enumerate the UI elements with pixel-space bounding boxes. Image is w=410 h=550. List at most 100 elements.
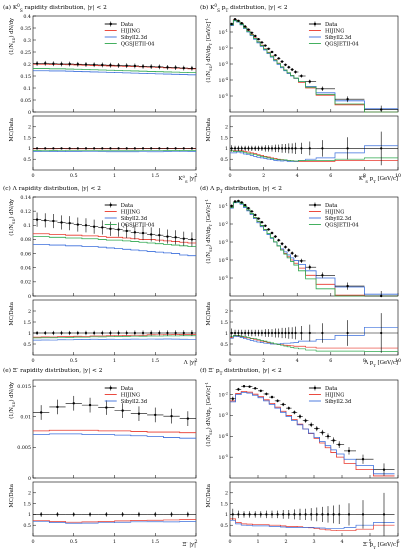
data-point xyxy=(237,388,240,391)
data-point xyxy=(308,266,311,269)
ratio-point xyxy=(300,331,303,335)
x-axis-label: Ξ- |y| xyxy=(182,540,196,549)
data-point xyxy=(76,63,80,66)
ratio-point xyxy=(321,147,324,150)
ratio-point xyxy=(321,513,324,516)
ratio-point xyxy=(291,147,294,150)
data-point xyxy=(52,62,55,65)
ratio-point xyxy=(242,513,246,516)
ratio-point xyxy=(121,513,124,516)
legend-label: HIJING xyxy=(121,28,140,34)
data-point xyxy=(243,25,247,28)
data-point xyxy=(109,227,112,231)
ratio-point xyxy=(158,147,161,150)
ratio-point xyxy=(35,331,39,335)
series-line xyxy=(230,391,395,477)
x-tick-label: 2 xyxy=(284,539,287,545)
y-axis-label: (1/NSD) dN/dy xyxy=(8,18,16,55)
y-tick-label: 10-4 xyxy=(219,77,229,84)
ratio-axis-label: MC/Data xyxy=(9,484,15,507)
data-point xyxy=(346,284,349,288)
data-point xyxy=(380,108,383,111)
ratio-point xyxy=(254,513,257,516)
legend-label: HIJING xyxy=(325,392,344,398)
x-tick-label: 3 xyxy=(312,539,315,545)
y-tick-label: 0.1 xyxy=(23,86,31,92)
data-point xyxy=(84,63,88,66)
x-tick-label: 8 xyxy=(363,358,366,364)
x-tick-label: 4 xyxy=(296,173,299,179)
legend-label: Sibyll2.3d xyxy=(325,216,352,222)
legend-label: HIJING xyxy=(121,209,140,215)
data-point xyxy=(257,217,260,220)
data-point xyxy=(264,44,267,47)
legend-label: Data xyxy=(121,203,133,209)
data-point xyxy=(88,403,92,407)
y-tick-label: 0.06 xyxy=(20,251,31,257)
x-tick-label: 2 xyxy=(194,173,197,179)
ratio-axis-label: MC/Data xyxy=(206,118,212,141)
y-tick-label: 0.2 xyxy=(23,62,31,68)
data-point xyxy=(346,98,349,101)
x-tick-label: 6 xyxy=(396,539,399,545)
ratio-point xyxy=(190,331,194,335)
data-point xyxy=(282,403,285,406)
y-tick-label: 10-3 xyxy=(219,412,228,419)
data-point xyxy=(270,50,274,54)
data-point xyxy=(105,406,108,409)
data-point xyxy=(154,413,157,417)
ratio-point xyxy=(182,147,185,150)
panel-0 xyxy=(32,15,197,171)
data-point xyxy=(265,392,268,396)
y-tick-label: 0 xyxy=(28,294,31,300)
ratio-tick-label: 0.5 xyxy=(23,342,31,348)
legend-label: QGSJETII-04 xyxy=(121,222,155,228)
data-point xyxy=(101,226,104,229)
ratio-point xyxy=(250,147,253,150)
data-point xyxy=(174,66,177,69)
ratio-point xyxy=(244,331,247,335)
ratio-point xyxy=(109,331,112,335)
data-point xyxy=(242,385,246,388)
ratio-point xyxy=(174,331,177,335)
ratio-point xyxy=(240,331,243,335)
data-point xyxy=(280,242,284,245)
data-point xyxy=(117,64,120,67)
data-point xyxy=(125,229,128,233)
data-point xyxy=(158,65,161,69)
ratio-point xyxy=(294,331,297,335)
y-tick-label: 10-4 xyxy=(219,257,229,264)
ratio-point xyxy=(321,331,324,335)
ratio-point xyxy=(247,331,250,335)
y-tick-label: 10-2 xyxy=(219,45,228,52)
ratio-tick-label: 0.5 xyxy=(220,157,228,163)
data-point xyxy=(267,47,270,50)
y-axis-label: (1/NSD) dN/dpT [GeV/c]-1 xyxy=(205,382,213,447)
y-tick-label: 0.15 xyxy=(20,74,31,80)
ratio-tick-label: 1.5 xyxy=(23,135,31,141)
ratio-tick-label: 0.5 xyxy=(220,523,228,529)
ratio-point xyxy=(141,147,145,150)
ratio-point xyxy=(109,147,112,150)
ratio-tick-label: 2 xyxy=(28,491,31,497)
y-axis-label: (1/NSD) dN/dpT [GeV/c]-1 xyxy=(205,199,213,264)
ratio-point xyxy=(274,331,277,335)
y-tick-label: 0.08 xyxy=(20,237,31,243)
ratio-tick-label: 2 xyxy=(225,125,228,131)
y-tick-label: 10-2 xyxy=(219,391,228,398)
y-tick-label: 10-3 xyxy=(219,61,228,68)
data-point xyxy=(277,239,280,242)
x-tick-label: 5 xyxy=(368,539,371,545)
data-point xyxy=(250,31,254,34)
data-point xyxy=(72,402,75,405)
data-point xyxy=(237,19,240,22)
x-tick-label: 1 xyxy=(113,358,116,364)
ratio-axis-label: MC/Data xyxy=(206,484,212,507)
legend-label: Data xyxy=(325,203,337,209)
data-point xyxy=(287,248,290,252)
y-tick-label: 0.35 xyxy=(20,26,31,32)
ratio-point xyxy=(158,331,161,335)
ratio-point xyxy=(231,513,234,516)
data-point xyxy=(260,221,264,224)
x-tick-label: 0.5 xyxy=(70,173,78,179)
